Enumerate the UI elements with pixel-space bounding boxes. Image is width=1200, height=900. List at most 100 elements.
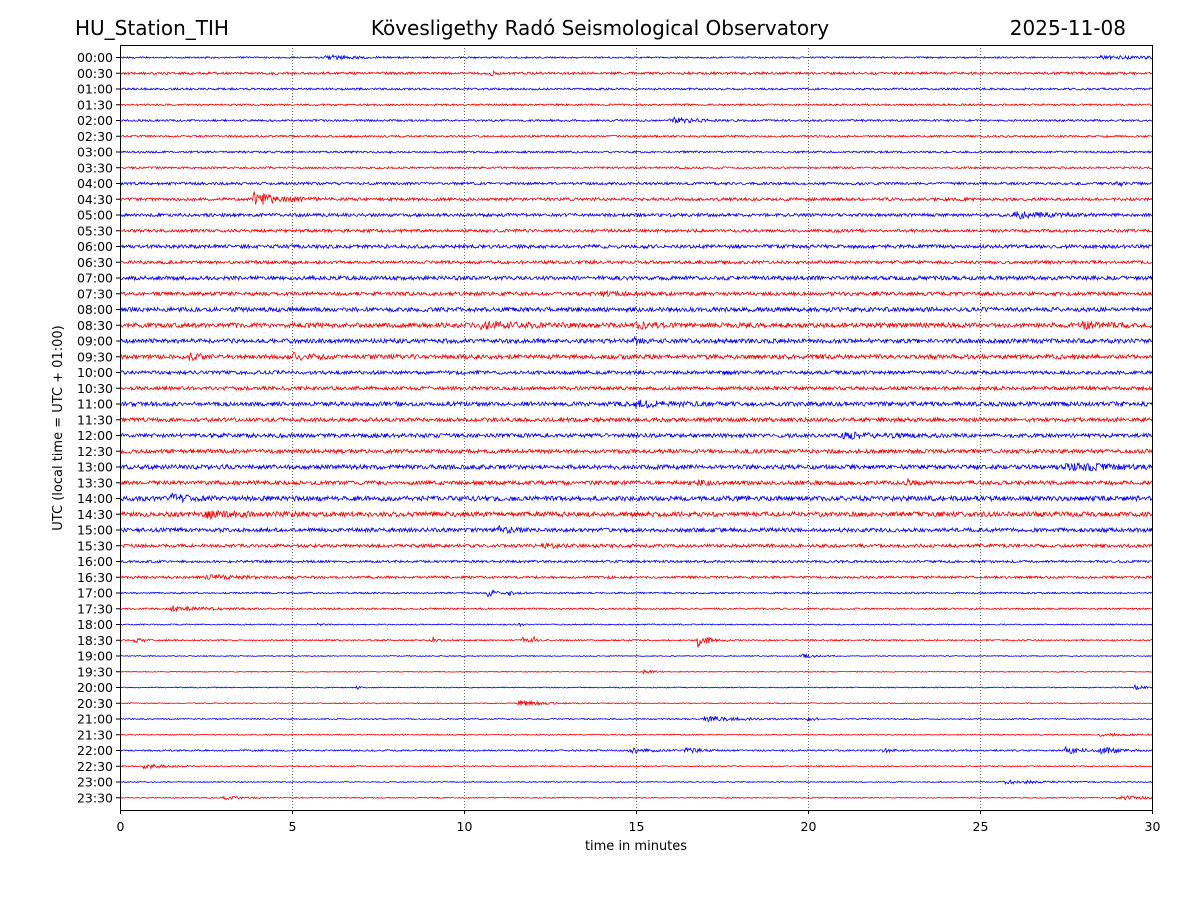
y-tick-label: 05:00: [77, 208, 113, 223]
x-tick-label: 20: [801, 819, 817, 834]
trace-0700: [119, 274, 1153, 282]
y-tick-label: 20:00: [77, 680, 113, 695]
y-tick-label: 10:30: [77, 381, 113, 396]
x-tick-label: 5: [289, 819, 297, 834]
trace-0530: [119, 227, 1153, 234]
y-tick-label: 20:30: [77, 696, 113, 711]
y-tick-label: 07:00: [77, 271, 113, 286]
observatory-title: Kövesligethy Radó Seismological Observat…: [371, 16, 829, 40]
trace-1230: [119, 447, 1153, 455]
y-tick-label: 22:30: [77, 759, 113, 774]
y-tick-label: 21:00: [77, 712, 113, 727]
y-tick-label: 00:00: [77, 50, 113, 65]
trace-1200: [119, 431, 1153, 440]
y-tick-label: 01:30: [77, 97, 113, 112]
trace-0630: [119, 259, 1153, 266]
y-tick-label: 09:00: [77, 334, 113, 349]
y-tick-label: 21:30: [77, 727, 113, 742]
trace-2100: [119, 715, 1153, 723]
trace-2030: [119, 699, 1153, 707]
trace-1330: [119, 478, 1153, 487]
trace-1630: [119, 574, 1153, 581]
y-tick-label: 17:00: [77, 586, 113, 601]
y-tick-label: 11:00: [77, 397, 113, 412]
y-tick-label: 15:30: [77, 538, 113, 553]
y-tick-label: 17:30: [77, 601, 113, 616]
y-tick-label: 18:00: [77, 617, 113, 632]
y-tick-label: 06:00: [77, 239, 113, 254]
y-tick-label: 19:00: [77, 649, 113, 664]
y-tick-label: 04:30: [77, 192, 113, 207]
trace-1000: [119, 369, 1153, 376]
trace-0000: [120, 53, 1153, 61]
trace-1900: [119, 653, 1153, 659]
y-tick-label: 04:00: [77, 176, 113, 191]
y-tick-label: 14:00: [77, 491, 113, 506]
trace-0730: [119, 289, 1153, 298]
trace-1100: [119, 399, 1153, 409]
record-date: 2025-11-08: [1010, 16, 1126, 40]
x-tick-label: 25: [973, 819, 989, 834]
trace-1430: [119, 509, 1153, 520]
y-tick-label: 13:00: [77, 460, 113, 475]
x-axis-label: time in minutes: [585, 839, 687, 854]
trace-1030: [119, 384, 1153, 392]
trace-1830: [119, 636, 1153, 648]
x-axis-ticks: 0 5 10 15 20 25 30: [117, 810, 1161, 834]
y-tick-label: 22:00: [77, 743, 113, 758]
trace-0600: [119, 243, 1153, 250]
trace-2300: [119, 779, 1153, 785]
trace-1500: [119, 525, 1153, 534]
trace-1930: [119, 668, 1153, 675]
x-tick-label: 30: [1145, 819, 1161, 834]
trace-0900: [119, 335, 1153, 345]
trace-0030: [119, 69, 1153, 77]
trace-0200: [119, 116, 1153, 125]
y-tick-label: 12:00: [77, 428, 113, 443]
y-tick-label: 08:00: [77, 302, 113, 317]
trace-0100: [119, 87, 1153, 92]
y-tick-label: 23:00: [77, 775, 113, 790]
trace-0230: [119, 134, 1153, 139]
y-tick-label: 09:30: [77, 349, 113, 364]
y-axis-ticks: 00:0000:3001:0001:3002:0002:3003:0003:30…: [77, 50, 120, 805]
trace-0330: [119, 165, 1153, 170]
trace-0300: [119, 149, 1153, 155]
trace-2230: [119, 763, 1153, 770]
y-tick-label: 02:30: [77, 129, 113, 144]
y-axis-label: UTC (local time = UTC + 01:00): [51, 325, 66, 530]
y-tick-label: 07:30: [77, 286, 113, 301]
trace-1300: [119, 461, 1153, 472]
station-name: HU_Station_TIH: [75, 16, 229, 40]
y-tick-label: 18:30: [77, 633, 113, 648]
y-tick-label: 11:30: [77, 412, 113, 427]
trace-1700: [119, 589, 1153, 598]
x-tick-label: 15: [629, 819, 645, 834]
trace-0400: [119, 180, 1153, 188]
y-tick-label: 03:00: [77, 145, 113, 160]
trace-0800: [119, 305, 1153, 314]
trace-1400: [119, 492, 1153, 504]
trace-1730: [119, 605, 1153, 612]
y-tick-label: 01:00: [77, 82, 113, 97]
y-tick-label: 10:00: [77, 365, 113, 380]
y-tick-label: 16:00: [77, 554, 113, 569]
y-tick-label: 14:30: [77, 507, 113, 522]
seismic-traces: [119, 53, 1153, 801]
trace-2000: [119, 683, 1153, 691]
y-tick-label: 16:30: [77, 570, 113, 585]
y-tick-label: 19:30: [77, 664, 113, 679]
trace-2330: [119, 795, 1153, 801]
trace-0930: [119, 351, 1153, 362]
y-tick-label: 05:30: [77, 223, 113, 238]
trace-1530: [119, 542, 1153, 550]
trace-0430: [119, 190, 1153, 205]
trace-2200: [119, 745, 1153, 755]
y-tick-label: 13:30: [77, 475, 113, 490]
y-tick-label: 08:30: [77, 318, 113, 333]
y-tick-label: 12:30: [77, 444, 113, 459]
trace-1600: [119, 559, 1153, 564]
trace-1800: [119, 622, 1153, 628]
y-tick-label: 00:30: [77, 66, 113, 81]
